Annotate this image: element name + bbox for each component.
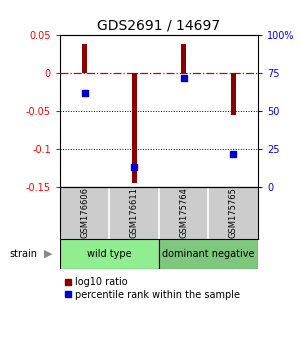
Bar [60,239,159,269]
Bar [82,45,87,73]
Bar [132,73,137,183]
Text: ▶: ▶ [44,249,52,259]
Text: GSM175765: GSM175765 [229,187,238,238]
Bar [181,45,186,73]
Point [82,90,87,96]
Point [181,75,186,81]
Bar [159,239,258,269]
Text: GSM175764: GSM175764 [179,187,188,238]
Text: GSM176611: GSM176611 [130,187,139,238]
Text: strain: strain [9,249,37,259]
Text: wild type: wild type [87,249,132,259]
Legend: log10 ratio, percentile rank within the sample: log10 ratio, percentile rank within the … [65,278,240,300]
Text: GSM176606: GSM176606 [80,187,89,238]
Text: dominant negative: dominant negative [162,249,255,259]
Point [231,151,236,156]
Point [132,164,136,170]
Title: GDS2691 / 14697: GDS2691 / 14697 [98,19,220,33]
Bar [231,73,236,115]
